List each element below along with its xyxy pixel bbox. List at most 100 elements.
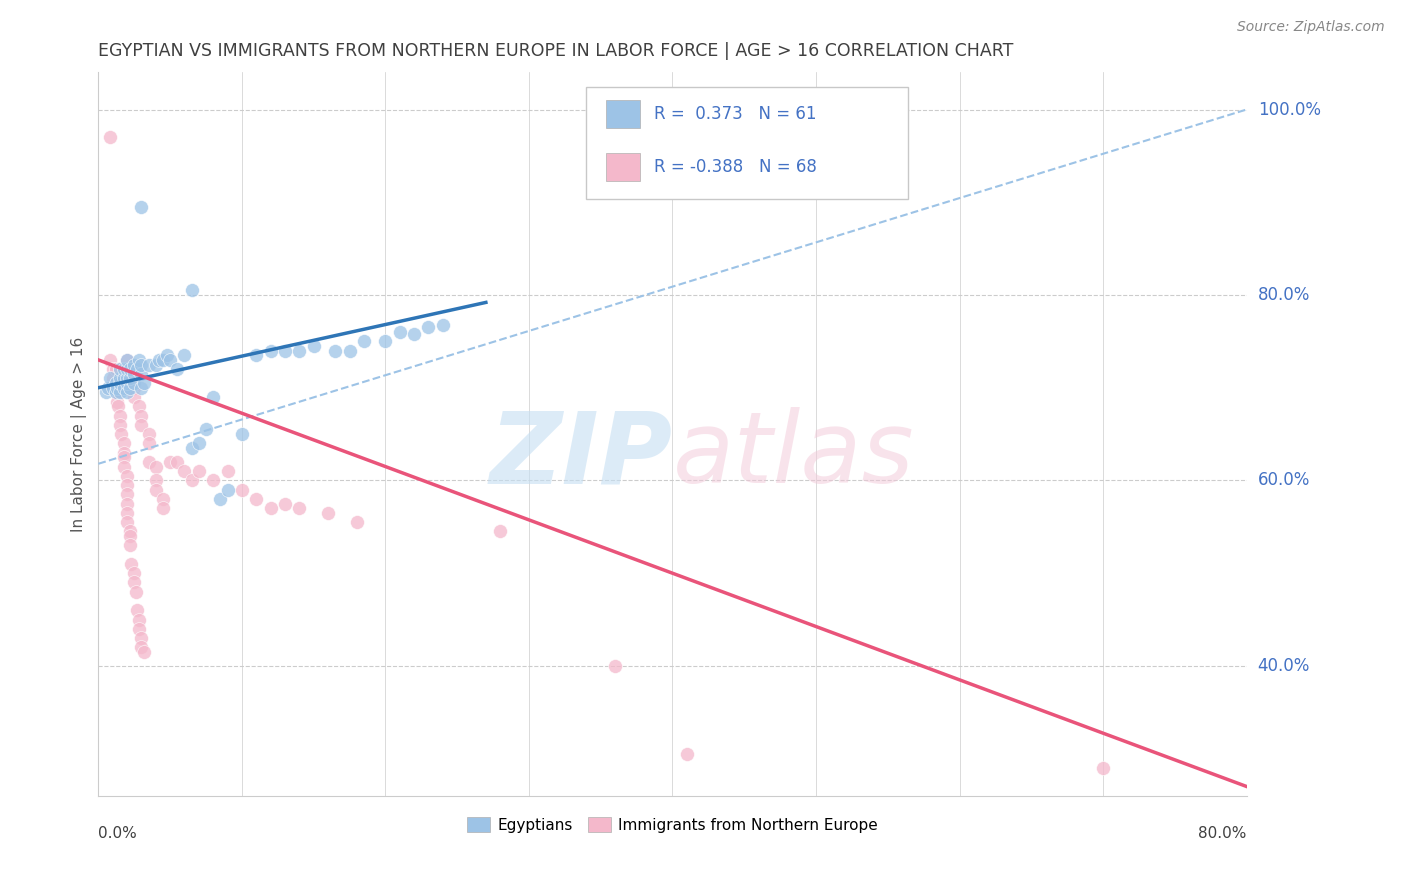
Point bbox=[152, 352, 174, 367]
Point bbox=[231, 483, 253, 497]
Point bbox=[131, 381, 153, 395]
Point bbox=[98, 130, 121, 145]
Point bbox=[159, 352, 181, 367]
Text: 0.0%: 0.0% bbox=[98, 826, 138, 841]
Point bbox=[180, 474, 202, 488]
Text: 100.0%: 100.0% bbox=[1258, 101, 1320, 119]
Text: atlas: atlas bbox=[672, 408, 914, 504]
Point bbox=[323, 343, 346, 358]
Point bbox=[124, 584, 146, 599]
Point bbox=[274, 343, 297, 358]
Point bbox=[145, 358, 167, 372]
Point bbox=[112, 445, 135, 459]
Point bbox=[122, 381, 145, 395]
Point bbox=[115, 468, 138, 483]
Point bbox=[115, 515, 138, 529]
Point bbox=[115, 487, 138, 501]
Point bbox=[418, 320, 440, 334]
Point bbox=[1092, 761, 1115, 775]
Point bbox=[138, 427, 160, 442]
Point bbox=[115, 497, 138, 511]
Text: 60.0%: 60.0% bbox=[1258, 472, 1310, 490]
Point bbox=[101, 371, 124, 385]
Point bbox=[128, 622, 150, 636]
Legend: Egyptians, Immigrants from Northern Europe: Egyptians, Immigrants from Northern Euro… bbox=[461, 811, 884, 838]
Y-axis label: In Labor Force | Age > 16: In Labor Force | Age > 16 bbox=[72, 336, 87, 532]
Text: ZIP: ZIP bbox=[489, 408, 672, 504]
Point bbox=[131, 200, 153, 214]
Point bbox=[180, 284, 202, 298]
Point bbox=[603, 659, 626, 673]
Point bbox=[202, 474, 225, 488]
Point bbox=[108, 362, 131, 376]
Point bbox=[302, 339, 325, 353]
Point bbox=[107, 399, 129, 413]
Point bbox=[675, 747, 697, 761]
Point bbox=[432, 318, 454, 332]
Point bbox=[97, 381, 120, 395]
Point bbox=[115, 352, 138, 367]
Point bbox=[128, 352, 150, 367]
Point bbox=[209, 491, 232, 506]
Point bbox=[104, 362, 127, 376]
Point bbox=[128, 399, 150, 413]
Point bbox=[131, 640, 153, 655]
Point bbox=[115, 352, 138, 367]
Point bbox=[101, 362, 124, 376]
Point bbox=[108, 362, 131, 376]
Point bbox=[173, 348, 195, 362]
Point bbox=[128, 613, 150, 627]
Point bbox=[98, 352, 121, 367]
Point bbox=[131, 631, 153, 645]
Point bbox=[131, 417, 153, 432]
Point bbox=[127, 362, 149, 376]
Text: 80.0%: 80.0% bbox=[1258, 286, 1310, 304]
Point bbox=[346, 515, 368, 529]
Point bbox=[122, 367, 145, 381]
FancyBboxPatch shape bbox=[606, 100, 640, 128]
Point bbox=[187, 436, 209, 450]
Point bbox=[104, 376, 127, 390]
Point bbox=[138, 436, 160, 450]
Point bbox=[115, 478, 138, 492]
FancyBboxPatch shape bbox=[606, 153, 640, 181]
Point bbox=[115, 371, 138, 385]
Point bbox=[115, 376, 138, 390]
Point bbox=[245, 491, 267, 506]
Point bbox=[145, 474, 167, 488]
Point bbox=[274, 497, 297, 511]
Point bbox=[118, 524, 141, 539]
Point bbox=[112, 371, 135, 385]
Text: Source: ZipAtlas.com: Source: ZipAtlas.com bbox=[1237, 20, 1385, 34]
Point bbox=[152, 501, 174, 516]
Point bbox=[145, 483, 167, 497]
Point bbox=[122, 376, 145, 390]
Point bbox=[105, 394, 128, 409]
Point bbox=[112, 381, 135, 395]
Point bbox=[118, 538, 141, 552]
Point bbox=[166, 362, 188, 376]
Point bbox=[288, 343, 311, 358]
Point bbox=[122, 390, 145, 404]
Point bbox=[104, 385, 127, 400]
Text: R =  0.373   N = 61: R = 0.373 N = 61 bbox=[654, 105, 817, 123]
Point bbox=[104, 376, 127, 390]
Point bbox=[134, 645, 156, 659]
Point bbox=[118, 529, 141, 543]
Point bbox=[180, 441, 202, 455]
Point bbox=[112, 459, 135, 474]
Point bbox=[115, 362, 138, 376]
Point bbox=[108, 417, 131, 432]
Point bbox=[108, 376, 131, 390]
Point bbox=[118, 362, 141, 376]
Point bbox=[110, 427, 132, 442]
Point bbox=[120, 557, 142, 571]
Point bbox=[259, 343, 281, 358]
Point bbox=[101, 381, 124, 395]
Point bbox=[339, 343, 361, 358]
Point bbox=[145, 459, 167, 474]
Point bbox=[131, 358, 153, 372]
Point bbox=[122, 358, 145, 372]
Point bbox=[138, 455, 160, 469]
Point bbox=[118, 371, 141, 385]
